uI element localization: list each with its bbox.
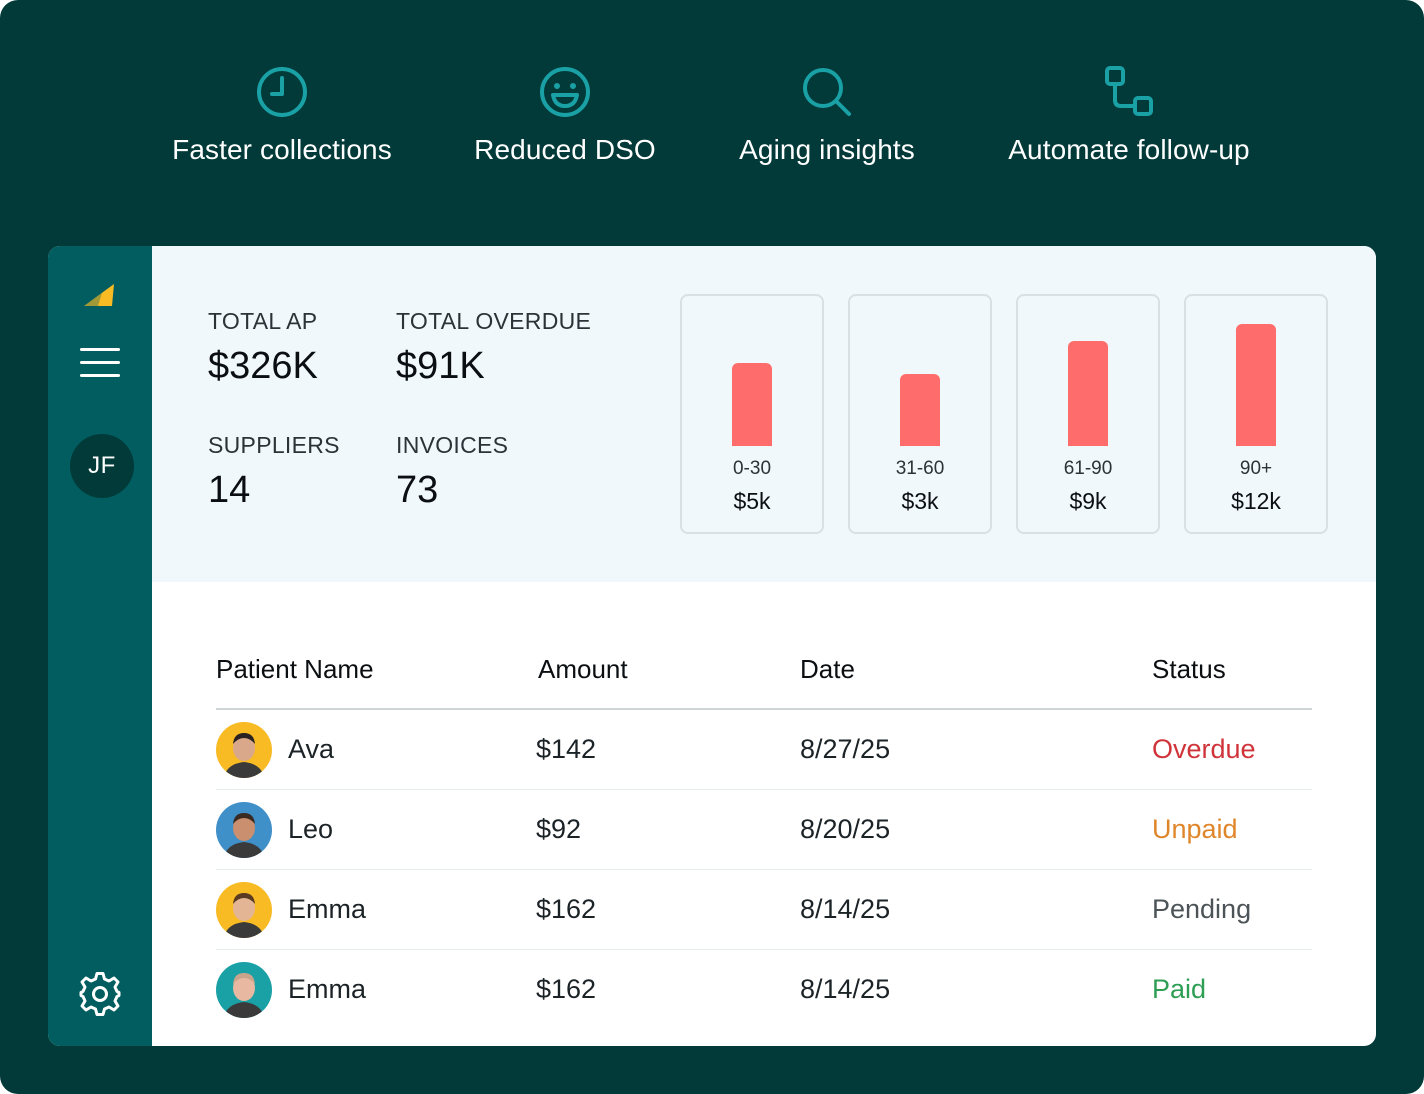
aging-range-label: 90+ [1239,458,1273,479]
status-cell: Unpaid [1152,814,1238,844]
feature-reduced-dso: Reduced DSO [470,64,660,166]
gear-icon[interactable] [78,972,122,1016]
aging-bucket-4[interactable]: 90+ $12k [1184,294,1328,534]
stat-suppliers: SUPPLIERS 14 [208,432,340,512]
table-body: Ava $142 8/27/25 Overdue Leo $92 8/20/25 Unpaid… [216,710,1312,1030]
aging-bar [1236,324,1276,446]
aging-bar [900,374,940,446]
patient-name: Emma [288,894,367,924]
hamburger-menu-icon[interactable] [80,346,120,378]
stat-invoices: INVOICES 73 [396,432,508,512]
table-row[interactable]: Ava $142 8/27/25 Overdue [216,710,1312,790]
feature-label: Reduced DSO [474,134,656,165]
stat-value: 73 [396,469,439,511]
feature-faster-collections: Faster collections [160,64,404,166]
clock-icon [257,67,307,117]
aging-bar [1068,340,1108,446]
status-cell: Pending [1152,894,1252,924]
feature-label: Faster collections [172,134,392,165]
stat-value: $91K [396,345,485,387]
stat-label: INVOICES [396,432,509,458]
patient-name: Leo [288,814,334,844]
aging-amount-label: $12k [1231,488,1281,514]
dashboard-card: JF TOTAL AP $326K TOTAL OVERDUE $91K SUP… [48,246,1376,1046]
header-date[interactable]: Date [800,654,855,684]
aging-amount-label: $3k [901,488,939,514]
date-cell: 8/27/25 [800,734,891,764]
amount-cell: $162 [536,894,597,924]
amount-cell: $92 [536,814,582,844]
patient-name: Ava [288,734,335,764]
feature-automate-follow-up: Automate follow-up [994,64,1264,166]
user-avatar[interactable]: JF [70,434,134,498]
workflow-icon [1105,66,1153,116]
aging-range-label: 61-90 [1063,458,1113,479]
aging-amount-label: $9k [1069,488,1107,514]
feature-label: Automate follow-up [1008,134,1250,165]
feature-label: Aging insights [739,134,915,165]
table-row[interactable]: Emma $162 8/14/25 Paid [216,950,1312,1030]
stat-total-ap: TOTAL AP $326K [208,308,318,388]
date-cell: 8/20/25 [800,814,891,844]
patient-avatar [216,802,272,858]
aging-bar [732,362,772,446]
date-cell: 8/14/25 [800,894,891,924]
stat-label: TOTAL OVERDUE [396,308,592,334]
aging-range-label: 0-30 [732,458,772,479]
patient-avatar [216,882,272,938]
status-cell: Overdue [1152,734,1256,764]
smile-icon [540,67,590,117]
patient-avatar [216,962,272,1018]
header-patient-name[interactable]: Patient Name [216,654,374,684]
table-row[interactable]: Leo $92 8/20/25 Unpaid [216,790,1312,870]
date-cell: 8/14/25 [800,974,891,1004]
feature-aging-insights: Aging insights [728,64,926,166]
logo-icon[interactable] [82,280,118,310]
stat-label: TOTAL AP [208,308,318,334]
patient-name: Emma [288,974,367,1004]
stat-total-overdue: TOTAL OVERDUE $91K [396,308,591,388]
aging-amount-label: $5k [733,488,771,514]
aging-bucket-2[interactable]: 31-60 $3k [848,294,992,534]
header-status[interactable]: Status [1152,654,1226,684]
sidebar: JF [48,246,152,1046]
aging-bucket-3[interactable]: 61-90 $9k [1016,294,1160,534]
patient-table: Patient Name Amount Date Status Ava $142 8… [216,646,1312,1030]
stat-value: $326K [208,345,318,387]
amount-cell: $142 [536,734,597,764]
stats-panel: TOTAL AP $326K TOTAL OVERDUE $91K SUPPLI… [152,246,1376,582]
patient-avatar [216,722,272,778]
aging-range-label: 31-60 [895,458,945,479]
header-amount[interactable]: Amount [538,654,628,684]
table-header: Patient Name Amount Date Status [216,646,1312,710]
table-row[interactable]: Emma $162 8/14/25 Pending [216,870,1312,950]
status-cell: Paid [1152,974,1207,1004]
stat-value: 14 [208,469,251,511]
stat-label: SUPPLIERS [208,432,340,458]
search-icon [803,68,851,116]
amount-cell: $162 [536,974,597,1004]
aging-bucket-1[interactable]: 0-30 $5k [680,294,824,534]
